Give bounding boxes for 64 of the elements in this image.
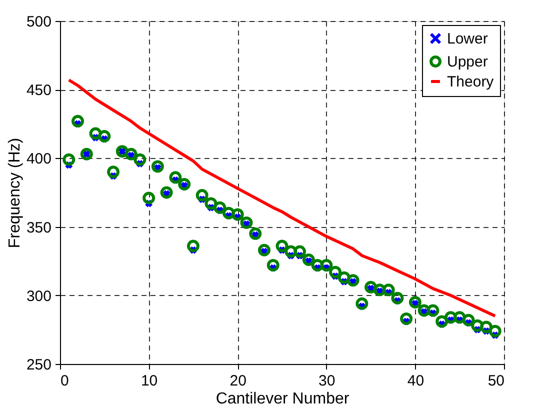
point xyxy=(426,304,440,317)
point xyxy=(356,297,368,310)
x-tick-label: 40 xyxy=(407,372,424,390)
point xyxy=(134,153,146,166)
x-tick-label: 30 xyxy=(318,372,336,390)
point xyxy=(444,311,457,324)
point xyxy=(302,253,315,266)
point xyxy=(266,258,280,272)
point xyxy=(453,311,466,324)
x-tick-label: 10 xyxy=(140,372,158,390)
y-tick-label: 500 xyxy=(26,14,52,30)
point xyxy=(436,315,448,328)
x-tick-label: 50 xyxy=(488,372,504,390)
point xyxy=(258,244,270,256)
point xyxy=(329,266,342,278)
point xyxy=(240,216,253,229)
x-tick-label: 20 xyxy=(230,372,246,390)
y-tick-label: 400 xyxy=(26,150,52,168)
point xyxy=(169,171,182,184)
y-tick-label: 450 xyxy=(26,82,52,100)
point xyxy=(196,189,208,202)
point xyxy=(249,227,262,240)
point xyxy=(214,201,226,214)
x-tick-label: 0 xyxy=(60,372,69,390)
point xyxy=(400,312,413,325)
legend-label: Upper xyxy=(447,54,488,70)
point xyxy=(98,130,111,142)
point xyxy=(160,186,173,199)
point xyxy=(142,192,156,204)
point xyxy=(418,304,430,317)
point xyxy=(186,240,200,252)
point xyxy=(338,271,350,284)
point xyxy=(222,206,235,220)
point xyxy=(391,292,404,304)
point xyxy=(408,296,422,308)
point xyxy=(471,319,484,332)
y-tick-label: 250 xyxy=(26,356,52,374)
y-tick-label: 350 xyxy=(26,219,52,236)
legend-label: Lower xyxy=(447,30,488,48)
point xyxy=(62,153,76,166)
point xyxy=(462,314,475,326)
point xyxy=(373,284,386,296)
point xyxy=(178,178,191,190)
point xyxy=(89,127,102,140)
point xyxy=(346,274,360,287)
point xyxy=(204,197,218,210)
legend-label: Theory xyxy=(447,74,494,90)
point xyxy=(231,208,244,221)
point xyxy=(488,324,502,338)
point xyxy=(284,245,298,258)
point xyxy=(124,148,138,160)
x-axis-title: Cantilever Number xyxy=(216,390,350,408)
y-axis-title: Frequency (Hz) xyxy=(6,138,24,248)
point xyxy=(151,160,164,173)
point xyxy=(480,320,492,334)
y-tick-label: 300 xyxy=(26,288,52,305)
point xyxy=(294,245,306,258)
point xyxy=(276,240,288,252)
point xyxy=(107,166,120,178)
point xyxy=(311,258,324,272)
point xyxy=(382,284,395,296)
point xyxy=(320,258,333,272)
point xyxy=(72,114,84,128)
point xyxy=(364,280,378,294)
